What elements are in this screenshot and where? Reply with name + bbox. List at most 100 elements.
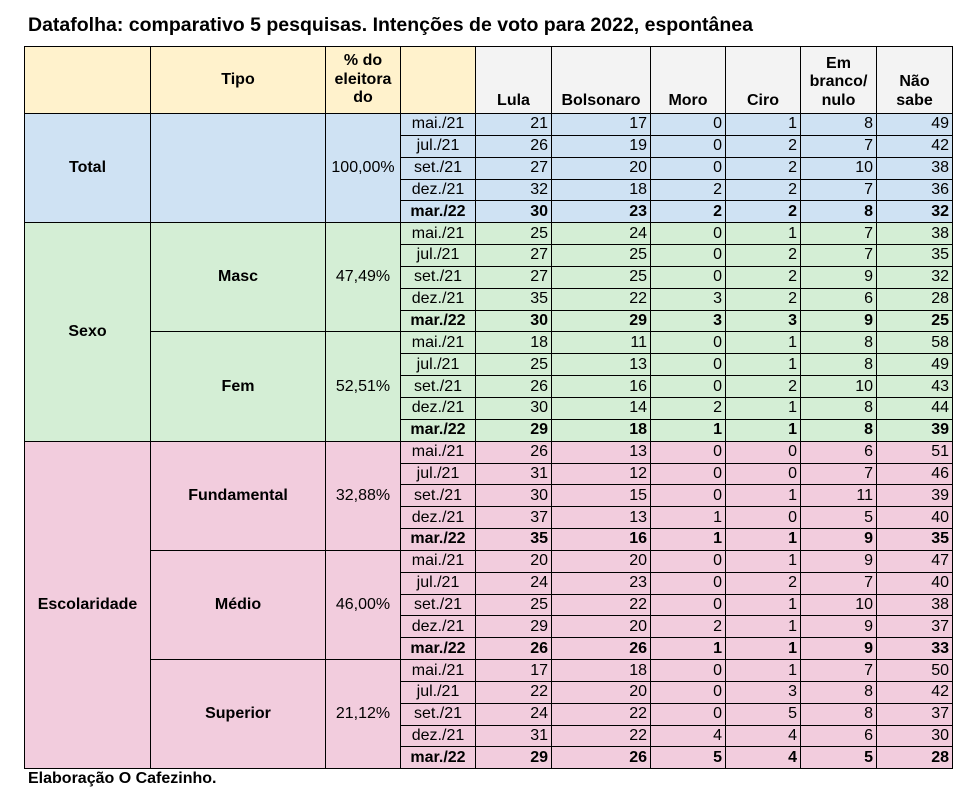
value-nao-sabe: 50 xyxy=(876,659,953,682)
value-lula: 22 xyxy=(475,680,552,704)
value-ciro: 1 xyxy=(725,615,801,639)
value-nao-sabe: 40 xyxy=(876,571,953,595)
value-branco-nulo: 8 xyxy=(800,396,877,420)
header-lula: Lula xyxy=(475,46,552,114)
value-nao-sabe: 35 xyxy=(876,528,953,551)
value-lula: 26 xyxy=(475,637,552,661)
header-moro: Moro xyxy=(650,46,726,114)
value-bolsonaro: 13 xyxy=(551,440,651,464)
value-lula: 26 xyxy=(475,375,552,398)
value-ciro: 3 xyxy=(725,309,801,333)
value-lula: 17 xyxy=(475,659,552,682)
value-moro: 2 xyxy=(650,615,726,639)
value-branco-nulo: 9 xyxy=(800,528,877,551)
poll-date: set./21 xyxy=(400,375,476,398)
value-lula: 24 xyxy=(475,702,552,726)
value-moro: 1 xyxy=(650,637,726,661)
value-bolsonaro: 17 xyxy=(551,113,651,136)
value-ciro: 4 xyxy=(725,746,801,770)
value-nao-sabe: 33 xyxy=(876,637,953,661)
value-bolsonaro: 26 xyxy=(551,637,651,661)
value-nao-sabe: 37 xyxy=(876,702,953,726)
value-nao-sabe: 58 xyxy=(876,331,953,355)
value-lula: 30 xyxy=(475,309,552,333)
value-bolsonaro: 23 xyxy=(551,200,651,224)
poll-date: mai./21 xyxy=(400,549,476,573)
electorate-share: 32,88% xyxy=(325,440,401,551)
poll-date: dez./21 xyxy=(400,287,476,311)
poll-date: set./21 xyxy=(400,702,476,726)
value-bolsonaro: 22 xyxy=(551,593,651,617)
value-lula: 30 xyxy=(475,200,552,224)
value-lula: 25 xyxy=(475,353,552,377)
value-lula: 30 xyxy=(475,484,552,508)
value-moro: 2 xyxy=(650,178,726,202)
table-row: Superior 21,12% mai./21 17 18 0 1 7 50 xyxy=(24,659,953,770)
value-nao-sabe: 25 xyxy=(876,309,953,333)
poll-date: mar./22 xyxy=(400,309,476,333)
header-branco-nulo: Em branco/ nulo xyxy=(800,46,877,114)
value-nao-sabe: 38 xyxy=(876,593,953,617)
value-moro: 0 xyxy=(650,134,726,158)
value-bolsonaro: 20 xyxy=(551,549,651,573)
value-moro: 0 xyxy=(650,484,726,508)
value-branco-nulo: 6 xyxy=(800,724,877,748)
value-branco-nulo: 8 xyxy=(800,200,877,224)
value-nao-sabe: 32 xyxy=(876,265,953,289)
value-ciro: 1 xyxy=(725,396,801,420)
value-nao-sabe: 28 xyxy=(876,287,953,311)
electorate-share: 46,00% xyxy=(325,549,401,661)
header-group xyxy=(24,46,151,114)
poll-date: jul./21 xyxy=(400,680,476,704)
value-nao-sabe: 44 xyxy=(876,396,953,420)
value-moro: 5 xyxy=(650,746,726,770)
value-nao-sabe: 51 xyxy=(876,440,953,464)
value-lula: 30 xyxy=(475,396,552,420)
value-lula: 26 xyxy=(475,134,552,158)
value-branco-nulo: 9 xyxy=(800,265,877,289)
value-lula: 35 xyxy=(475,287,552,311)
poll-date: set./21 xyxy=(400,593,476,617)
subgroup-label xyxy=(150,112,326,224)
value-branco-nulo: 8 xyxy=(800,680,877,704)
value-nao-sabe: 32 xyxy=(876,200,953,224)
value-nao-sabe: 39 xyxy=(876,484,953,508)
subgroup-label: Fundamental xyxy=(150,440,326,551)
value-moro: 0 xyxy=(650,593,726,617)
subgroup-label: Masc xyxy=(150,222,326,333)
value-ciro: 1 xyxy=(725,593,801,617)
value-moro: 4 xyxy=(650,724,726,748)
value-moro: 1 xyxy=(650,506,726,530)
value-ciro: 1 xyxy=(725,637,801,661)
value-branco-nulo: 7 xyxy=(800,244,877,267)
value-lula: 31 xyxy=(475,462,552,486)
poll-date: mar./22 xyxy=(400,200,476,224)
header-pct: % do eleitora do xyxy=(325,46,401,114)
poll-date: set./21 xyxy=(400,484,476,508)
value-ciro: 2 xyxy=(725,265,801,289)
poll-date: set./21 xyxy=(400,265,476,289)
poll-date: mar./22 xyxy=(400,746,476,770)
value-nao-sabe: 36 xyxy=(876,178,953,202)
value-bolsonaro: 18 xyxy=(551,659,651,682)
electorate-share: 21,12% xyxy=(325,659,401,770)
poll-date: mar./22 xyxy=(400,528,476,551)
value-branco-nulo: 8 xyxy=(800,113,877,136)
header-ciro: Ciro xyxy=(725,46,801,114)
poll-date: mai./21 xyxy=(400,440,476,464)
value-nao-sabe: 49 xyxy=(876,113,953,136)
value-bolsonaro: 16 xyxy=(551,528,651,551)
subgroup-label: Fem xyxy=(150,331,326,442)
electorate-share: 100,00% xyxy=(325,112,401,224)
value-branco-nulo: 10 xyxy=(800,593,877,617)
group-label: Sexo xyxy=(24,222,151,442)
value-lula: 27 xyxy=(475,156,552,180)
value-branco-nulo: 9 xyxy=(800,615,877,639)
value-branco-nulo: 7 xyxy=(800,571,877,595)
value-lula: 21 xyxy=(475,113,552,136)
value-branco-nulo: 8 xyxy=(800,702,877,726)
poll-date: mai./21 xyxy=(400,222,476,246)
value-lula: 25 xyxy=(475,593,552,617)
value-moro: 0 xyxy=(650,156,726,180)
value-bolsonaro: 22 xyxy=(551,724,651,748)
